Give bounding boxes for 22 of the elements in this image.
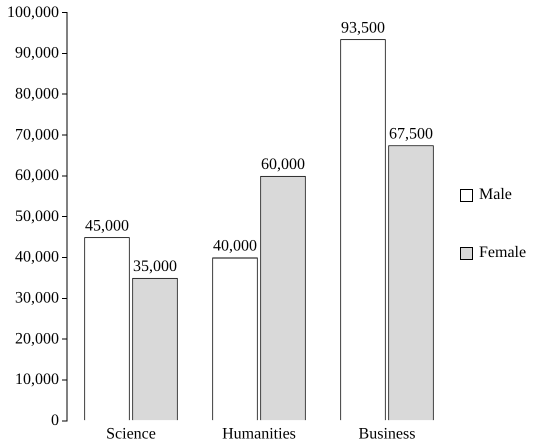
- y-tick-label: 70,000: [15, 126, 59, 144]
- data-label: 93,500: [341, 19, 385, 36]
- x-tick-label: Science: [106, 426, 156, 443]
- data-label: 67,500: [389, 125, 433, 142]
- data-label: 45,000: [85, 217, 129, 234]
- y-tick-label: 10,000: [15, 371, 59, 388]
- x-tick-label: Business: [358, 426, 416, 443]
- data-label: 40,000: [213, 238, 257, 255]
- y-tick-label: 90,000: [15, 44, 59, 62]
- data-label: 35,000: [133, 258, 177, 276]
- y-tick-label: 50,000: [15, 208, 59, 225]
- data-label: 60,000: [261, 156, 305, 174]
- y-tick-label: 80,000: [15, 85, 59, 102]
- y-tick-label: 0: [51, 412, 59, 430]
- y-tick-label: 40,000: [15, 248, 59, 266]
- legend-label: Female: [479, 244, 526, 262]
- y-tick-label: 60,000: [15, 167, 59, 184]
- x-tick-label: Humanities: [222, 426, 296, 443]
- text: Male: [479, 186, 512, 204]
- y-tick-label: 30,000: [15, 290, 59, 307]
- y-tick-label: 100,000: [7, 4, 59, 21]
- y-tick-label: 20,000: [15, 330, 59, 348]
